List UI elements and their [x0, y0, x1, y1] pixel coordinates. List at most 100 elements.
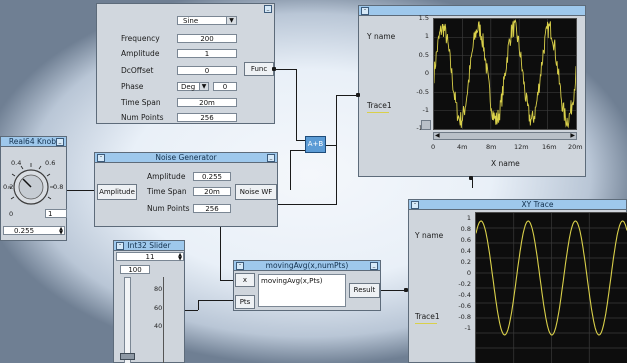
wire-slider-to-formula-h [184, 310, 198, 311]
label-phase: Phase [121, 82, 144, 91]
label-time-span: Time Span [121, 98, 161, 107]
int-slider-panel[interactable]: – Int32 Slider 11 ▲ ▼ 100 80 60 40 [113, 240, 185, 363]
knob-titlebar[interactable]: Real64 Knob _ [1, 137, 66, 147]
chevron-down-icon[interactable]: ▼ [199, 83, 208, 90]
knob-scale-0.6: 0.6 [45, 159, 56, 167]
dcoffset-field[interactable]: 0 [177, 66, 237, 75]
wave-ytick: 0.5 [418, 51, 429, 59]
slider-max-field: 100 [120, 265, 150, 274]
noise-generator-panel[interactable]: – Noise Generator _ Amplitude Amplitude … [94, 152, 278, 227]
noise-generator-titlebar[interactable]: – Noise Generator _ [95, 153, 277, 163]
xy-ytick: 1 [466, 214, 471, 222]
xy-ytick: -0.8 [458, 313, 471, 321]
wire-adder-to-display-h [326, 145, 336, 146]
minimize-icon[interactable]: _ [56, 138, 64, 146]
minimize-icon[interactable]: – [361, 7, 369, 15]
func-output-port[interactable]: Func [244, 62, 274, 76]
wave-xtick: 4m [457, 143, 468, 151]
formula-expression-box[interactable]: movingAvg(x,Pts) [258, 274, 346, 307]
label-noise-amplitude: Amplitude [147, 172, 186, 181]
waveform-vertical-scrollbar[interactable] [421, 120, 431, 130]
xy-ytick: 0.2 [460, 258, 471, 266]
minimize-icon[interactable]: – [97, 154, 105, 162]
chevron-left-icon[interactable]: ◀ [435, 132, 440, 139]
slider-track[interactable] [124, 277, 131, 363]
slider-value-field[interactable]: 11 ▲ ▼ [116, 252, 184, 262]
wire-knob-to-noise [66, 190, 96, 191]
waveform-plot-svg [434, 19, 576, 129]
formula-input-pts[interactable]: Pts [235, 295, 255, 309]
amplitude-field[interactable]: 1 [177, 49, 237, 58]
formula-titlebar[interactable]: – movingAvg(x,numPts) _ [234, 261, 380, 271]
xy-trace-swatch [415, 323, 437, 324]
wire-slider-to-formula-h2 [198, 300, 234, 301]
slider-tick-80: 80 [154, 285, 163, 293]
formula-title: movingAvg(x,numPts) [265, 261, 349, 270]
minimize-icon[interactable]: – [411, 201, 419, 209]
int-slider-titlebar[interactable]: – Int32 Slider [114, 241, 184, 251]
xy-trace-title: XY Trace [521, 200, 554, 209]
spinner-icon[interactable]: ▲ ▼ [59, 226, 63, 236]
noise-wf-output-port[interactable]: Noise WF [235, 184, 277, 200]
slider-tick-100: 100 [128, 266, 142, 274]
waveform-ylabel: Y name [367, 32, 396, 41]
function-generator-titlebar[interactable]: _ [97, 4, 274, 14]
formula-result-port[interactable]: Result [349, 283, 380, 298]
adder-label: A+B [307, 140, 324, 148]
xy-trace-panel[interactable]: – XY Trace Y name Trace1 1 0.8 0.6 0.4 0… [408, 199, 627, 363]
xy-ytick: 0 [466, 269, 471, 277]
wave-ytick: 0 [424, 69, 429, 77]
spinner-icon[interactable]: ▲ ▼ [178, 252, 182, 262]
knob-value-field[interactable]: 0.255 ▲ ▼ [3, 226, 65, 236]
xy-plot-svg [476, 213, 627, 363]
function-select[interactable]: Sine ▼ [177, 16, 237, 25]
num-points-field[interactable]: 256 [177, 113, 237, 122]
xy-trace-label: Trace1 [415, 312, 440, 321]
trace-swatch [367, 112, 389, 113]
time-span-field[interactable]: 20m [177, 98, 237, 107]
trace1-line [434, 19, 576, 129]
amplitude-input-port[interactable]: Amplitude [97, 184, 137, 200]
waveform-plot-area[interactable] [433, 18, 577, 130]
label-noise-num-points: Num Points [147, 204, 190, 213]
connector-dot [404, 288, 408, 292]
frequency-field[interactable]: 200 [177, 34, 237, 43]
minimize-icon[interactable]: – [116, 242, 124, 250]
slider-handle[interactable] [120, 353, 135, 360]
close-icon[interactable]: _ [370, 262, 378, 270]
xy-ytick: 0.8 [460, 225, 471, 233]
label-amplitude: Amplitude [121, 49, 160, 58]
xy-trace-titlebar[interactable]: – XY Trace [409, 200, 626, 210]
noise-time-span-field[interactable]: 20m [193, 187, 231, 196]
wire-noise-to-adder-h [290, 150, 306, 151]
waveform-yticks: 1.5 1 0.5 0 -0.5 -1 -1.5 [409, 14, 429, 132]
knob-scale-1: 1 [48, 210, 53, 218]
waveform-horizontal-scrollbar[interactable]: ◀ ▶ [433, 132, 577, 140]
wave-xtick: 16m [542, 143, 557, 151]
minimize-icon[interactable]: – [236, 262, 244, 270]
phase-field[interactable]: 0 [213, 82, 237, 91]
knob-scale-0.8: 0.8 [53, 183, 64, 191]
noise-generator-title: Noise Generator [155, 153, 217, 162]
noise-amplitude-field[interactable]: 0.255 [193, 172, 231, 181]
close-icon[interactable]: _ [267, 154, 275, 162]
minimize-icon[interactable]: _ [264, 5, 272, 13]
adder-block[interactable]: A+B [305, 136, 326, 153]
formula-input-x[interactable]: x [235, 273, 255, 287]
xy-yticks: 1 0.8 0.6 0.4 0.2 0 -0.2 -0.4 -0.6 -0.8 … [451, 214, 471, 334]
formula-panel[interactable]: – movingAvg(x,numPts) _ x Pts movingAvg(… [233, 260, 381, 311]
knob-panel[interactable]: Real64 Knob _ 0.4 0.6 0.2 0.8 0 1 0.255 … [0, 136, 67, 241]
function-select-value: Sine [183, 17, 199, 25]
knob-dial[interactable] [1, 149, 67, 221]
waveform-display-titlebar[interactable]: – [359, 6, 585, 16]
chevron-down-icon[interactable]: ▼ [226, 17, 236, 24]
label-dcoffset: DcOffset [121, 66, 154, 75]
knob-scale-0.2: 0.2 [3, 183, 14, 191]
chevron-right-icon[interactable]: ▶ [570, 132, 575, 139]
phase-unit-select[interactable]: Deg ▼ [177, 82, 209, 91]
xy-plot-area[interactable] [475, 212, 627, 363]
function-generator-panel[interactable]: _ Sine ▼ Frequency 200 Amplitude 1 DcOff… [96, 3, 275, 124]
wire-adder-to-formula-v2 [220, 204, 221, 280]
noise-num-points-field[interactable]: 256 [193, 204, 231, 213]
waveform-display-panel[interactable]: – Y name Trace1 1.5 1 0.5 0 -0.5 -1 -1.5… [358, 5, 586, 177]
